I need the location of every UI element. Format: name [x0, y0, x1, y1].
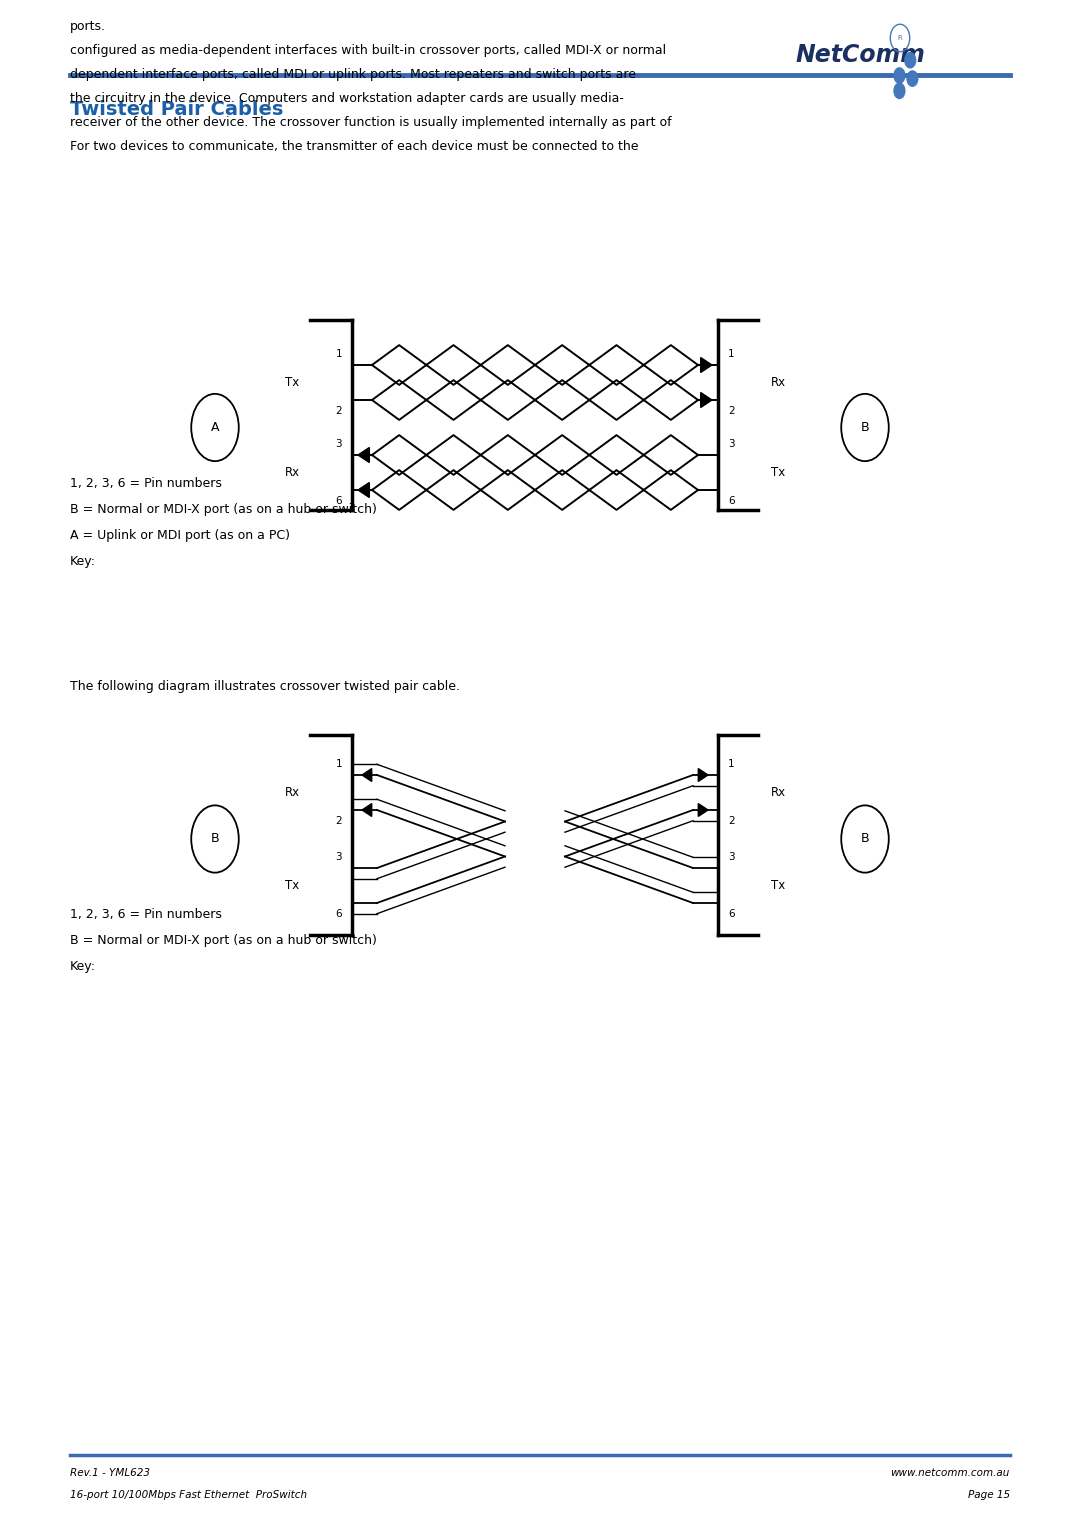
Text: R: R	[897, 35, 903, 41]
Text: Rx: Rx	[284, 466, 299, 479]
Text: receiver of the other device. The crossover function is usually implemented inte: receiver of the other device. The crosso…	[70, 116, 672, 128]
Text: NetComm: NetComm	[795, 43, 924, 67]
Text: Key:: Key:	[70, 960, 96, 972]
Polygon shape	[699, 769, 708, 781]
Text: ports.: ports.	[70, 20, 106, 34]
Text: the circuitry in the device. Computers and workstation adapter cards are usually: the circuitry in the device. Computers a…	[70, 92, 624, 106]
Text: Tx: Tx	[771, 466, 785, 479]
Circle shape	[907, 70, 918, 86]
Circle shape	[894, 67, 905, 83]
Text: dependent interface ports, called MDI or uplink ports. Most repeaters and switch: dependent interface ports, called MDI or…	[70, 67, 636, 81]
Polygon shape	[701, 358, 712, 373]
Text: B = Normal or MDI-X port (as on a hub or switch): B = Normal or MDI-X port (as on a hub or…	[70, 503, 377, 515]
Text: 16-port 10/100Mbps Fast Ethernet  ProSwitch: 16-port 10/100Mbps Fast Ethernet ProSwit…	[70, 1489, 308, 1500]
Text: Tx: Tx	[771, 879, 785, 891]
Text: 6: 6	[336, 495, 342, 506]
Text: 6: 6	[728, 495, 734, 506]
Text: Rx: Rx	[284, 786, 299, 800]
Text: 3: 3	[336, 852, 342, 862]
Polygon shape	[362, 804, 372, 816]
Text: Rev.1 - YML623: Rev.1 - YML623	[70, 1468, 150, 1479]
Text: The following diagram illustrates crossover twisted pair cable.: The following diagram illustrates crosso…	[70, 680, 460, 693]
Text: configured as media-dependent interfaces with built-in crossover ports, called M: configured as media-dependent interfaces…	[70, 44, 666, 57]
Text: Page 15: Page 15	[968, 1489, 1010, 1500]
Text: 3: 3	[336, 439, 342, 450]
Text: 2: 2	[336, 407, 342, 416]
Text: B: B	[861, 832, 869, 846]
Text: Twisted Pair Cables: Twisted Pair Cables	[70, 99, 284, 119]
Polygon shape	[357, 448, 369, 462]
Polygon shape	[357, 483, 369, 497]
Text: 2: 2	[728, 407, 734, 416]
Circle shape	[894, 83, 905, 98]
Text: www.netcomm.com.au: www.netcomm.com.au	[890, 1468, 1010, 1479]
Text: B: B	[861, 420, 869, 434]
Text: Rx: Rx	[770, 786, 785, 800]
Circle shape	[905, 52, 916, 67]
Text: 1, 2, 3, 6 = Pin numbers: 1, 2, 3, 6 = Pin numbers	[70, 908, 222, 920]
Text: Tx: Tx	[285, 376, 299, 388]
Text: B = Normal or MDI-X port (as on a hub or switch): B = Normal or MDI-X port (as on a hub or…	[70, 934, 377, 946]
Text: 3: 3	[728, 439, 734, 450]
Polygon shape	[701, 393, 712, 408]
Text: A: A	[211, 420, 219, 434]
Text: 6: 6	[728, 910, 734, 919]
Text: 3: 3	[728, 852, 734, 862]
Text: Rx: Rx	[770, 376, 785, 388]
Text: 1: 1	[336, 758, 342, 769]
Text: Key:: Key:	[70, 555, 96, 567]
Text: 6: 6	[336, 910, 342, 919]
Text: 1, 2, 3, 6 = Pin numbers: 1, 2, 3, 6 = Pin numbers	[70, 477, 222, 489]
Text: 1: 1	[728, 758, 734, 769]
Text: 1: 1	[336, 349, 342, 359]
Text: For two devices to communicate, the transmitter of each device must be connected: For two devices to communicate, the tran…	[70, 141, 638, 153]
Polygon shape	[699, 804, 708, 816]
Text: 2: 2	[336, 816, 342, 826]
Text: Tx: Tx	[285, 879, 299, 891]
Text: B: B	[211, 832, 219, 846]
Text: 1: 1	[728, 349, 734, 359]
Polygon shape	[362, 769, 372, 781]
Text: A = Uplink or MDI port (as on a PC): A = Uplink or MDI port (as on a PC)	[70, 529, 291, 541]
Text: 2: 2	[728, 816, 734, 826]
